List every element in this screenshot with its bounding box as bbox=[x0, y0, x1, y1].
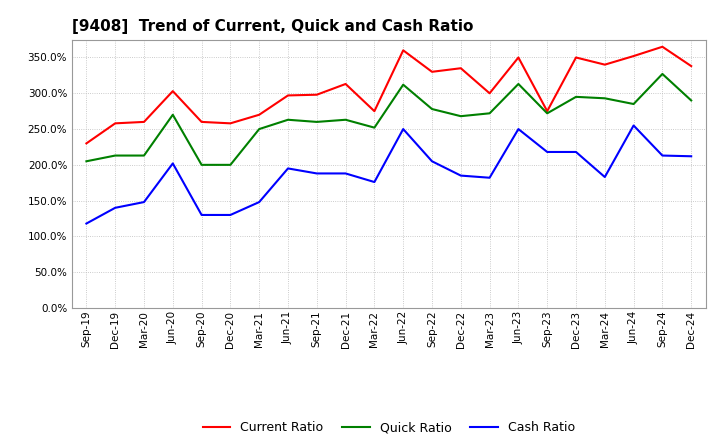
Current Ratio bbox=[284, 93, 292, 98]
Quick Ratio bbox=[284, 117, 292, 122]
Quick Ratio bbox=[197, 162, 206, 168]
Quick Ratio bbox=[485, 111, 494, 116]
Quick Ratio bbox=[168, 112, 177, 117]
Current Ratio bbox=[111, 121, 120, 126]
Cash Ratio bbox=[658, 153, 667, 158]
Cash Ratio bbox=[284, 166, 292, 171]
Cash Ratio bbox=[111, 205, 120, 210]
Current Ratio bbox=[514, 55, 523, 60]
Current Ratio bbox=[312, 92, 321, 97]
Current Ratio bbox=[140, 119, 148, 125]
Cash Ratio bbox=[197, 213, 206, 218]
Current Ratio bbox=[428, 69, 436, 74]
Quick Ratio bbox=[658, 71, 667, 77]
Cash Ratio bbox=[428, 159, 436, 164]
Cash Ratio bbox=[456, 173, 465, 178]
Quick Ratio bbox=[600, 95, 609, 101]
Cash Ratio bbox=[226, 213, 235, 218]
Quick Ratio bbox=[543, 111, 552, 116]
Cash Ratio bbox=[687, 154, 696, 159]
Legend: Current Ratio, Quick Ratio, Cash Ratio: Current Ratio, Quick Ratio, Cash Ratio bbox=[198, 416, 580, 439]
Quick Ratio bbox=[687, 98, 696, 103]
Cash Ratio bbox=[399, 126, 408, 132]
Cash Ratio bbox=[370, 180, 379, 185]
Current Ratio bbox=[370, 109, 379, 114]
Quick Ratio bbox=[226, 162, 235, 168]
Quick Ratio bbox=[572, 94, 580, 99]
Current Ratio bbox=[600, 62, 609, 67]
Cash Ratio bbox=[572, 149, 580, 154]
Current Ratio bbox=[543, 109, 552, 114]
Cash Ratio bbox=[485, 175, 494, 180]
Current Ratio bbox=[687, 63, 696, 69]
Line: Quick Ratio: Quick Ratio bbox=[86, 74, 691, 165]
Cash Ratio bbox=[168, 161, 177, 166]
Text: [9408]  Trend of Current, Quick and Cash Ratio: [9408] Trend of Current, Quick and Cash … bbox=[72, 19, 473, 34]
Current Ratio bbox=[82, 141, 91, 146]
Current Ratio bbox=[399, 48, 408, 53]
Quick Ratio bbox=[456, 114, 465, 119]
Line: Cash Ratio: Cash Ratio bbox=[86, 125, 691, 224]
Quick Ratio bbox=[399, 82, 408, 87]
Quick Ratio bbox=[370, 125, 379, 130]
Cash Ratio bbox=[629, 123, 638, 128]
Current Ratio bbox=[341, 81, 350, 87]
Quick Ratio bbox=[82, 159, 91, 164]
Cash Ratio bbox=[543, 149, 552, 154]
Cash Ratio bbox=[82, 221, 91, 226]
Cash Ratio bbox=[341, 171, 350, 176]
Current Ratio bbox=[485, 91, 494, 96]
Quick Ratio bbox=[629, 101, 638, 106]
Current Ratio bbox=[197, 119, 206, 125]
Cash Ratio bbox=[312, 171, 321, 176]
Current Ratio bbox=[168, 88, 177, 94]
Cash Ratio bbox=[140, 199, 148, 205]
Quick Ratio bbox=[341, 117, 350, 122]
Quick Ratio bbox=[428, 106, 436, 112]
Current Ratio bbox=[658, 44, 667, 49]
Current Ratio bbox=[456, 66, 465, 71]
Quick Ratio bbox=[140, 153, 148, 158]
Current Ratio bbox=[629, 53, 638, 59]
Quick Ratio bbox=[111, 153, 120, 158]
Cash Ratio bbox=[255, 199, 264, 205]
Cash Ratio bbox=[600, 174, 609, 180]
Quick Ratio bbox=[255, 126, 264, 132]
Quick Ratio bbox=[514, 81, 523, 87]
Quick Ratio bbox=[312, 119, 321, 125]
Current Ratio bbox=[226, 121, 235, 126]
Current Ratio bbox=[572, 55, 580, 60]
Line: Current Ratio: Current Ratio bbox=[86, 47, 691, 143]
Cash Ratio bbox=[514, 126, 523, 132]
Current Ratio bbox=[255, 112, 264, 117]
